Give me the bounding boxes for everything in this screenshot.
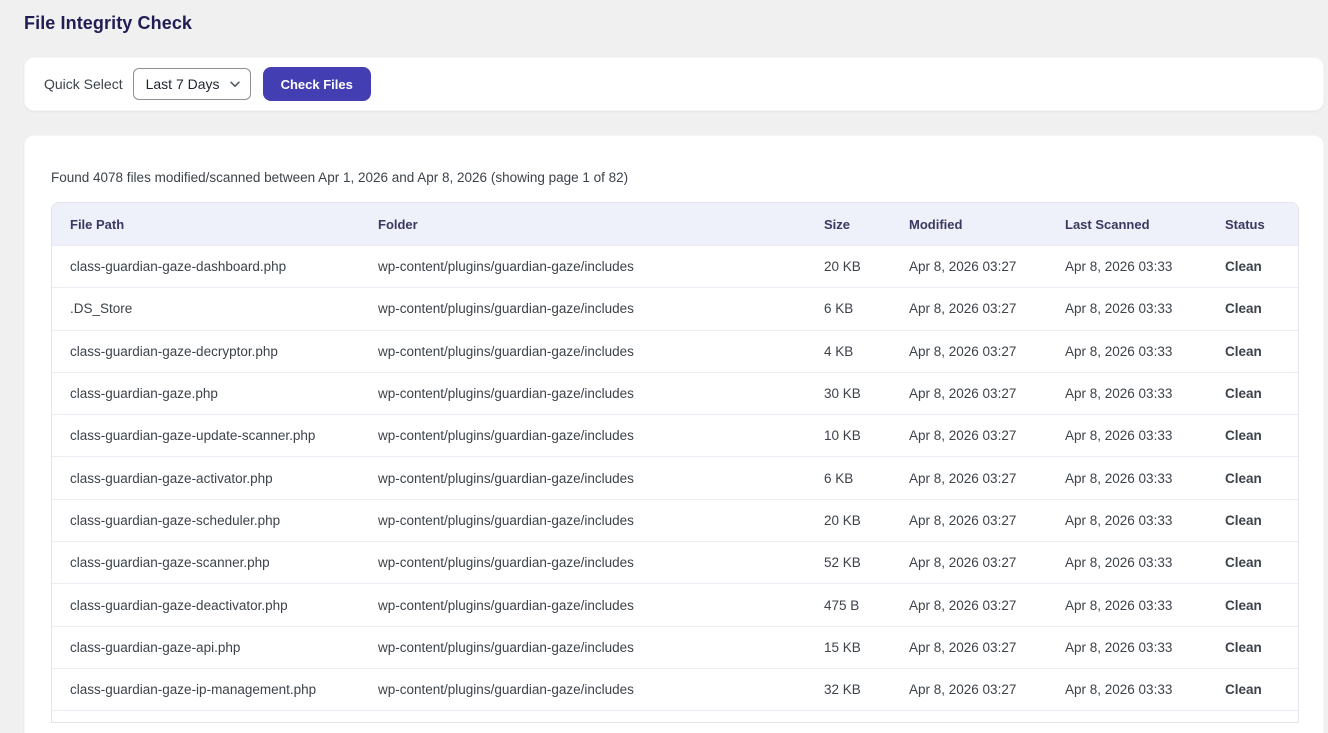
cell-size: 30 KB bbox=[806, 372, 891, 414]
table-row: class-guardian-gaze-dashboard.php wp-con… bbox=[52, 245, 1299, 287]
table-row: .DS_Store wp-content/plugins/guardian-ga… bbox=[52, 287, 1299, 329]
cell-file-path: class-guardian-gaze-ip-management.php bbox=[52, 668, 360, 710]
cell-file-path: class-guardian-gaze-api.php bbox=[52, 626, 360, 668]
cell-last-scanned: Apr 8, 2026 03:33 bbox=[1047, 245, 1207, 287]
results-summary: Found 4078 files modified/scanned betwee… bbox=[51, 170, 1297, 185]
cell-file-path: class-guardian-gaze-deactivator.php bbox=[52, 583, 360, 625]
cell-modified: Apr 8, 2026 03:27 bbox=[891, 414, 1047, 456]
quick-select-dropdown[interactable]: Last 7 Days bbox=[133, 68, 251, 100]
table-row: class-guardian-gaze.php wp-content/plugi… bbox=[52, 372, 1299, 414]
page-title: File Integrity Check bbox=[0, 0, 1328, 36]
cell-folder: wp-content/plugins/guardian-gaze/include… bbox=[360, 626, 806, 668]
table-row: class-guardian-gaze-scheduler.php wp-con… bbox=[52, 499, 1299, 541]
table-row: class-guardian-gaze-activator.php wp-con… bbox=[52, 456, 1299, 498]
cell-file-path: class-guardian-gaze-update-scanner.php bbox=[52, 414, 360, 456]
cell-modified: Apr 8, 2026 03:27 bbox=[891, 372, 1047, 414]
cell-size: 6 KB bbox=[806, 456, 891, 498]
cell-last-scanned: Apr 8, 2026 03:33 bbox=[1047, 372, 1207, 414]
results-panel: Found 4078 files modified/scanned betwee… bbox=[24, 135, 1324, 733]
table-row: class-guardian-gaze-scanner.php wp-conte… bbox=[52, 541, 1299, 583]
cell-folder: wp-content/plugins/guardian-gaze/include… bbox=[360, 499, 806, 541]
cell-folder: wp-content/plugins/guardian-gaze/include… bbox=[360, 541, 806, 583]
cell-modified: Apr 8, 2026 03:27 bbox=[891, 245, 1047, 287]
cell-folder: wp-content/plugins/guardian-gaze/include… bbox=[360, 414, 806, 456]
cell-size: 52 KB bbox=[806, 541, 891, 583]
cell-folder: wp-content/plugins/guardian-gaze/include… bbox=[360, 372, 806, 414]
cell-modified: Apr 8, 2026 03:27 bbox=[891, 583, 1047, 625]
cell-file-path: class-guardian-gaze-dashboard.php bbox=[52, 245, 360, 287]
column-header-folder: Folder bbox=[360, 203, 806, 245]
cell-status: Clean bbox=[1207, 626, 1299, 668]
column-header-file-path: File Path bbox=[52, 203, 360, 245]
cell-last-scanned: Apr 8, 2026 03:33 bbox=[1047, 499, 1207, 541]
cell-modified: Apr 8, 2026 03:27 bbox=[891, 541, 1047, 583]
table-row: class-guardian-gaze-api.php wp-content/p… bbox=[52, 626, 1299, 668]
cell-status: Clean bbox=[1207, 499, 1299, 541]
column-header-last-scanned: Last Scanned bbox=[1047, 203, 1207, 245]
quick-select-label: Quick Select bbox=[44, 76, 123, 92]
cell-status: Clean bbox=[1207, 414, 1299, 456]
cell-last-scanned: Apr 8, 2026 03:33 bbox=[1047, 414, 1207, 456]
column-header-modified: Modified bbox=[891, 203, 1047, 245]
cell-size: 32 KB bbox=[806, 668, 891, 710]
table-row: class-guardian-gaze-decryptor.php wp-con… bbox=[52, 330, 1299, 372]
cell-size: 475 B bbox=[806, 583, 891, 625]
table-row: class-guardian-gaze-update-scanner.php w… bbox=[52, 414, 1299, 456]
cell-status: Clean bbox=[1207, 456, 1299, 498]
file-table-container: File Path Folder Size Modified Last Scan… bbox=[51, 202, 1299, 723]
cell-size: 4 KB bbox=[806, 330, 891, 372]
cell-last-scanned: Apr 8, 2026 03:33 bbox=[1047, 287, 1207, 329]
quick-select-dropdown-wrap: Last 7 Days bbox=[133, 68, 251, 100]
cell-size: 15 KB bbox=[806, 626, 891, 668]
cell-last-scanned: Apr 8, 2026 03:33 bbox=[1047, 583, 1207, 625]
file-integrity-table: File Path Folder Size Modified Last Scan… bbox=[52, 203, 1299, 722]
cell-last-scanned: Apr 8, 2026 03:33 bbox=[1047, 330, 1207, 372]
cell-last-scanned: Apr 8, 2026 03:33 bbox=[1047, 541, 1207, 583]
cell-file-path: class-guardian-gaze-scheduler.php bbox=[52, 499, 360, 541]
cell-modified: Apr 8, 2026 03:27 bbox=[891, 626, 1047, 668]
cell-size: 6 KB bbox=[806, 287, 891, 329]
cell-file-path: class-guardian-gaze-decryptor.php bbox=[52, 330, 360, 372]
cell-status: Clean bbox=[1207, 583, 1299, 625]
cell-status: Clean bbox=[1207, 245, 1299, 287]
cell-status: Clean bbox=[1207, 541, 1299, 583]
cell-size: 20 KB bbox=[806, 499, 891, 541]
cell-modified: Apr 8, 2026 03:27 bbox=[891, 499, 1047, 541]
cell-folder: wp-content/plugins/guardian-gaze/include… bbox=[360, 245, 806, 287]
cell-file-path: class-guardian-gaze-scanner.php bbox=[52, 541, 360, 583]
cell-file-path: class-guardian-gaze-activator.php bbox=[52, 456, 360, 498]
cell-last-scanned: Apr 8, 2026 03:33 bbox=[1047, 626, 1207, 668]
cell-modified: Apr 8, 2026 03:27 bbox=[891, 668, 1047, 710]
check-files-button[interactable]: Check Files bbox=[263, 67, 371, 101]
table-row: class-guardian-gaze-ip-management.php wp… bbox=[52, 668, 1299, 710]
table-header-row: File Path Folder Size Modified Last Scan… bbox=[52, 203, 1299, 245]
cell-folder: wp-content/plugins/guardian-gaze/include… bbox=[360, 668, 806, 710]
cell-status: Clean bbox=[1207, 372, 1299, 414]
table-row: class-guardian-gaze-deactivator.php wp-c… bbox=[52, 583, 1299, 625]
table-body-overflow bbox=[52, 710, 1299, 722]
cell-modified: Apr 8, 2026 03:27 bbox=[891, 330, 1047, 372]
column-header-size: Size bbox=[806, 203, 891, 245]
table-row-partial bbox=[52, 710, 1299, 722]
cell-folder: wp-content/plugins/guardian-gaze/include… bbox=[360, 287, 806, 329]
cell-size: 20 KB bbox=[806, 245, 891, 287]
cell-status: Clean bbox=[1207, 287, 1299, 329]
cell-modified: Apr 8, 2026 03:27 bbox=[891, 456, 1047, 498]
cell-folder: wp-content/plugins/guardian-gaze/include… bbox=[360, 456, 806, 498]
table-body: class-guardian-gaze-dashboard.php wp-con… bbox=[52, 245, 1299, 710]
cell-status: Clean bbox=[1207, 668, 1299, 710]
cell-size: 10 KB bbox=[806, 414, 891, 456]
cell-modified: Apr 8, 2026 03:27 bbox=[891, 287, 1047, 329]
cell-folder: wp-content/plugins/guardian-gaze/include… bbox=[360, 583, 806, 625]
cell-file-path: class-guardian-gaze.php bbox=[52, 372, 360, 414]
cell-file-path: .DS_Store bbox=[52, 287, 360, 329]
quick-select-toolbar: Quick Select Last 7 Days Check Files bbox=[24, 57, 1324, 111]
cell-last-scanned: Apr 8, 2026 03:33 bbox=[1047, 456, 1207, 498]
cell-status: Clean bbox=[1207, 330, 1299, 372]
column-header-status: Status bbox=[1207, 203, 1299, 245]
cell-folder: wp-content/plugins/guardian-gaze/include… bbox=[360, 330, 806, 372]
cell-last-scanned: Apr 8, 2026 03:33 bbox=[1047, 668, 1207, 710]
